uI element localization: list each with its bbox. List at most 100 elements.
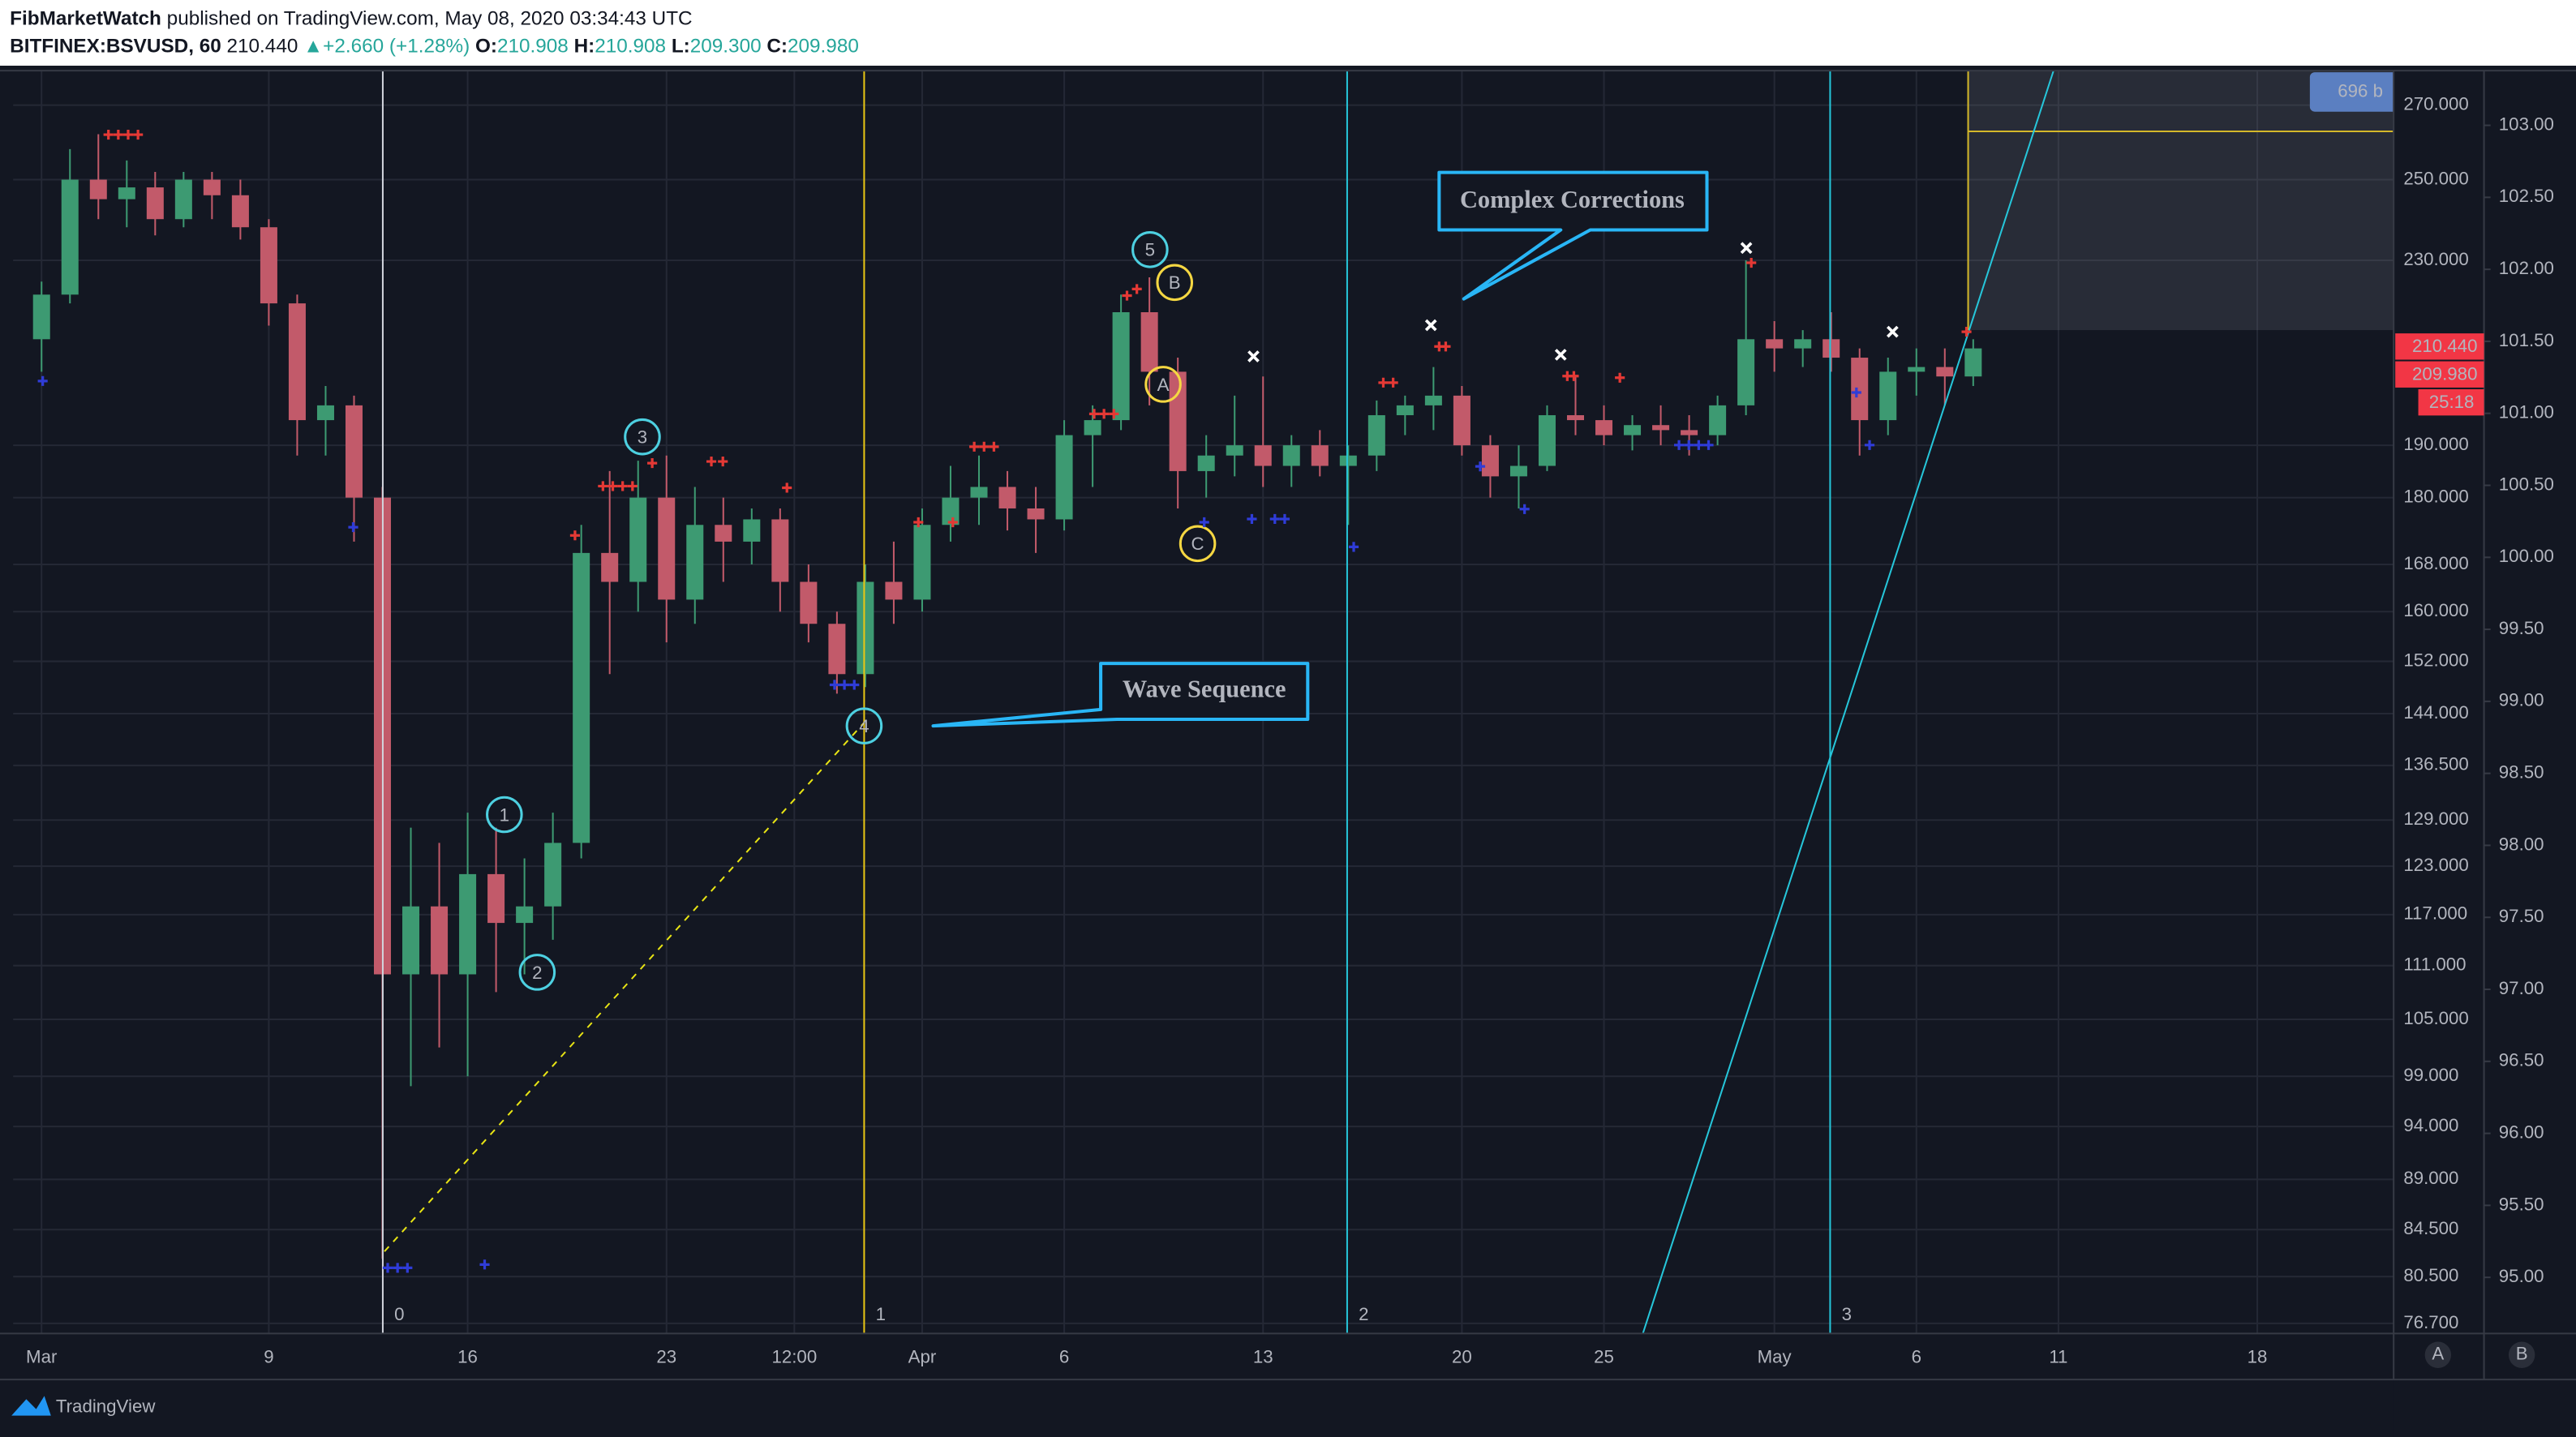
y-tick-label: 136.500 [2403, 754, 2469, 774]
scale-button[interactable] [2424, 1341, 2452, 1368]
y-tick-label: 117.000 [2403, 903, 2467, 924]
price-tag-text: 210.440 [2412, 336, 2478, 356]
callout-text: Complex Corrections [1460, 186, 1685, 213]
wave-circle [518, 954, 556, 991]
signal-mark [348, 521, 358, 533]
l-value: 209.300 [690, 36, 762, 58]
scale-button[interactable] [2508, 1341, 2535, 1368]
x-tick-label: 6 [1059, 1347, 1069, 1367]
candle-body [1140, 311, 1158, 372]
candle-body [800, 581, 818, 624]
signal-mark [947, 517, 958, 528]
signal-mark [1519, 504, 1530, 514]
y-tick-label: 80.500 [2403, 1265, 2458, 1285]
candle-body [203, 179, 221, 195]
wave-circle [1144, 366, 1182, 403]
callout-box [931, 662, 1310, 728]
y-tick-label: 123.000 [2403, 855, 2469, 875]
y2-tick-label: 99.00 [2499, 690, 2544, 710]
h-label: H: [574, 36, 595, 58]
wave-circle [486, 796, 523, 834]
candle-body [1538, 414, 1556, 466]
wave-label: 2 [532, 963, 542, 983]
signal-mark [122, 129, 134, 140]
candle-body [601, 552, 619, 582]
signal-mark [1569, 371, 1579, 381]
candle-body [1766, 339, 1784, 349]
y-tick-label: 144.000 [2403, 702, 2469, 723]
y2-tick-label: 95.00 [2499, 1266, 2544, 1286]
x-tick-label: 9 [264, 1347, 273, 1367]
signal-mark [1269, 513, 1280, 525]
x-mark [1740, 242, 1753, 255]
wave-label: 1 [500, 804, 509, 825]
candle-body [516, 906, 534, 924]
signal-mark [1851, 387, 1861, 398]
signal-mark [608, 481, 618, 491]
candle-body [89, 179, 107, 199]
signal-mark [969, 441, 980, 452]
wave-label: 5 [1145, 240, 1155, 260]
candle-body [1084, 420, 1101, 435]
price-tag-text: 209.980 [2412, 364, 2478, 384]
signal-mark [1088, 409, 1100, 419]
callout-text: Wave Sequence [1123, 676, 1286, 703]
y-tick-label: 180.000 [2403, 487, 2469, 507]
y2-tick-label: 102.00 [2499, 258, 2554, 278]
candle-body [431, 906, 449, 975]
candle-body [1254, 445, 1272, 466]
candles [32, 134, 1982, 1259]
wave-circle [624, 418, 661, 456]
signal-mark [1961, 327, 1972, 337]
wave-label: A [1157, 375, 1170, 395]
candle-body [118, 187, 135, 199]
brand-logo[interactable] [11, 1396, 51, 1416]
signal-mark [1475, 461, 1486, 472]
x-tick-label: 16 [457, 1347, 478, 1367]
candle-body [1681, 430, 1698, 435]
candle-body [231, 195, 249, 228]
h-value: 210.908 [595, 36, 666, 58]
x-tick-label: Apr [908, 1347, 937, 1367]
brand[interactable]: TradingView [56, 1396, 156, 1416]
candle-body [1851, 358, 1869, 421]
signal-mark [989, 441, 999, 452]
signal-mark [1684, 440, 1694, 450]
candle-body [544, 843, 562, 907]
y-tick-label: 160.000 [2403, 600, 2469, 620]
candle-body [771, 519, 789, 582]
scale-label[interactable]: A [2432, 1344, 2444, 1364]
candle-body [345, 405, 363, 498]
signal-mark [706, 456, 717, 467]
signal-mark [1746, 257, 1757, 268]
y-tick-label: 105.000 [2403, 1008, 2469, 1028]
wave-circle [845, 707, 883, 744]
signal-mark [103, 129, 114, 140]
candle-body [1794, 339, 1812, 349]
y2-tick-label: 96.50 [2499, 1050, 2544, 1070]
author[interactable]: FibMarketWatch [10, 8, 161, 30]
scale-label[interactable]: B [2516, 1344, 2528, 1364]
x-mark [1887, 325, 1899, 338]
header-line: FibMarketWatch published on TradingView.… [10, 8, 692, 30]
signal-mark [782, 483, 792, 493]
cycle-label: 1 [876, 1304, 886, 1324]
header-line: BITFINEX:BSVUSD, 60 210.440 ▲+2.660 (+1.… [10, 36, 859, 58]
x-tick-label: 18 [2248, 1347, 2268, 1367]
x-tick-label: 12:00 [771, 1347, 817, 1367]
candle-body [1936, 367, 1954, 377]
candle-body [913, 525, 931, 600]
y-tick-label: 111.000 [2403, 954, 2466, 975]
change: +2.660 (+1.28%) [323, 36, 470, 58]
y-tick-label: 76.700 [2403, 1312, 2458, 1332]
candle-body [1424, 395, 1442, 405]
signal-mark [133, 129, 144, 140]
grid [13, 71, 2394, 1334]
candle-body [316, 405, 334, 421]
o-label: O: [475, 36, 497, 58]
signal-mark [1673, 440, 1685, 450]
y-tick-label: 129.000 [2403, 809, 2469, 829]
x-mark [1424, 319, 1437, 332]
